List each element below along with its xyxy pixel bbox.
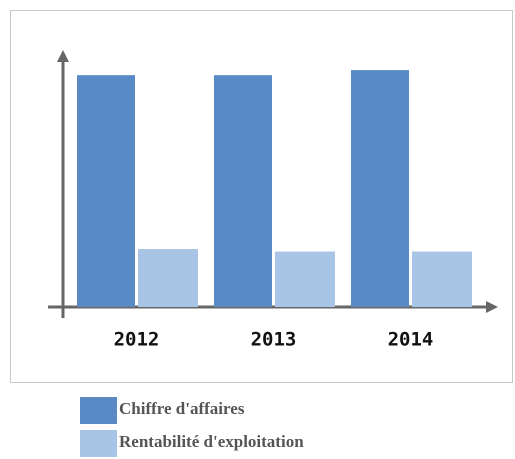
bar: [412, 251, 472, 307]
legend-label: Rentabilité d'exploitation: [119, 432, 304, 451]
bar: [77, 75, 135, 307]
y-axis-arrow: [57, 50, 69, 62]
x-tick-label: 2013: [251, 329, 297, 351]
bar: [275, 251, 335, 307]
legend-swatch: [80, 397, 117, 424]
legend-label: Chiffre d'affaires: [119, 399, 245, 418]
bar: [351, 70, 409, 308]
bar: [214, 75, 272, 307]
bar: [138, 249, 198, 307]
x-tick-label: 2014: [388, 329, 434, 351]
x-tick-label: 2012: [114, 329, 160, 351]
x-axis-arrow: [486, 301, 498, 313]
legend-swatch: [80, 430, 117, 457]
